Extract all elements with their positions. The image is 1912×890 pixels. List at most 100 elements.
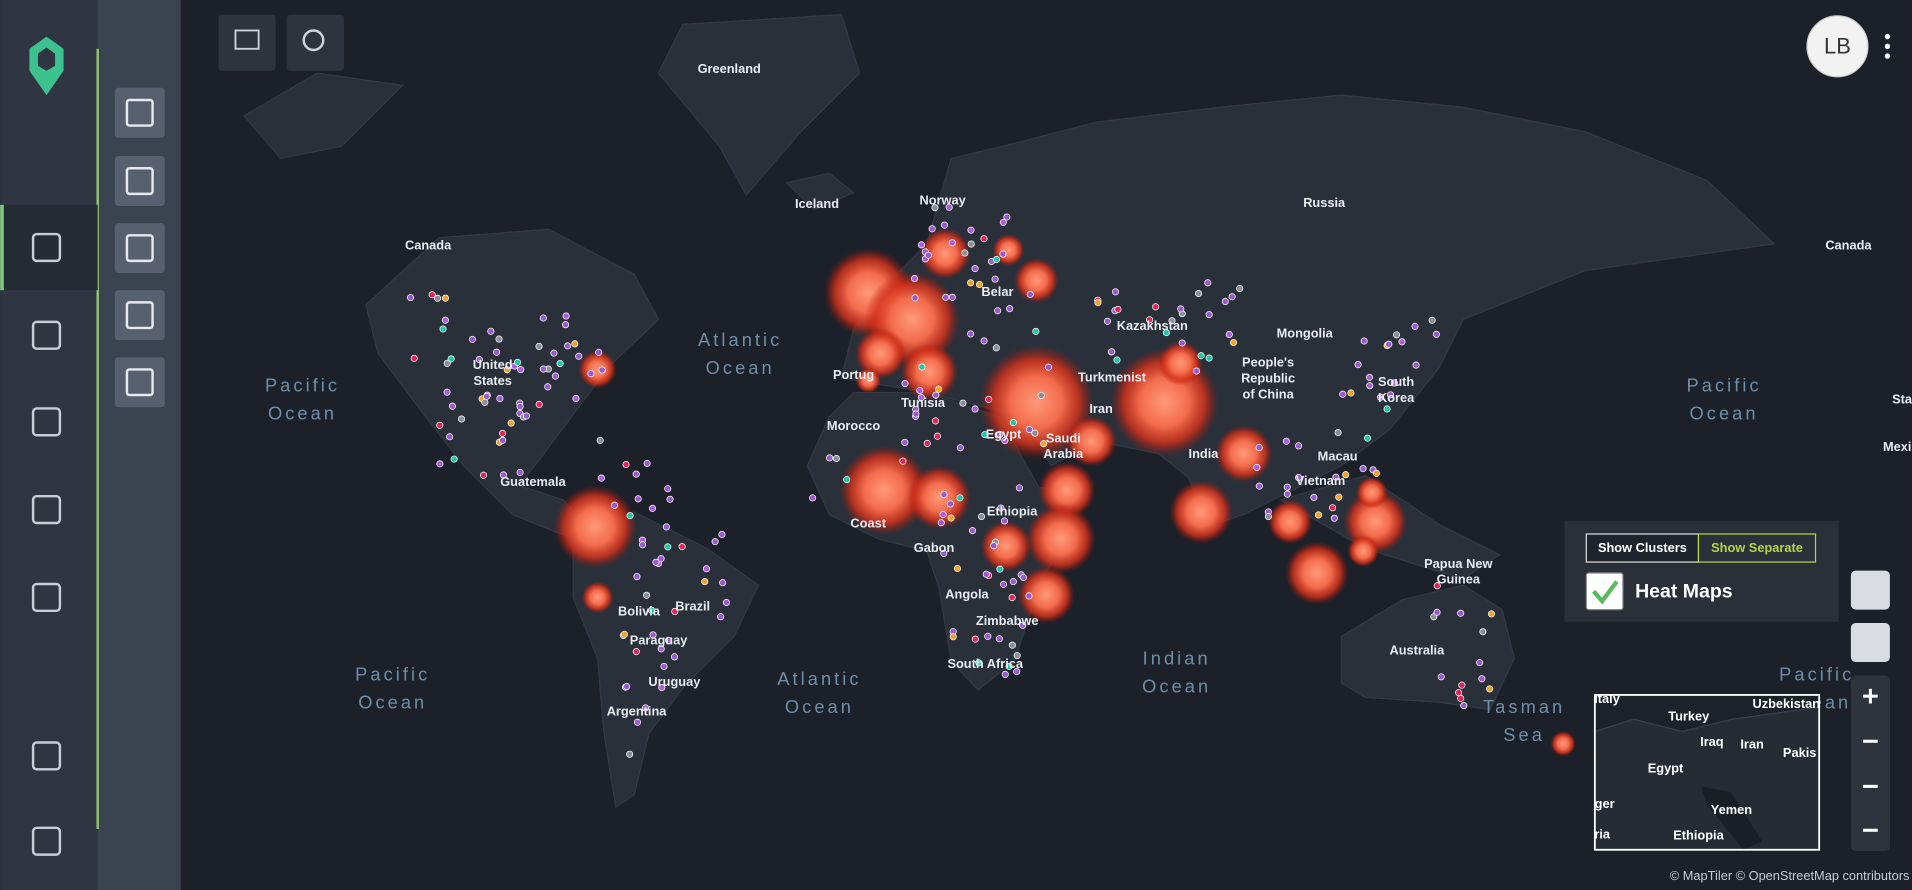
map-pin[interactable] <box>1354 361 1362 369</box>
map-pin[interactable] <box>956 444 964 452</box>
map-pin[interactable] <box>1283 490 1291 498</box>
map-pin[interactable] <box>1040 440 1048 448</box>
map-pin[interactable] <box>468 335 476 343</box>
map-pin[interactable] <box>572 394 580 403</box>
map-pin[interactable] <box>1032 327 1040 335</box>
map-pin[interactable] <box>652 558 660 566</box>
map-pin[interactable] <box>493 348 501 356</box>
map-pin[interactable] <box>516 468 524 476</box>
map-pin[interactable] <box>503 366 511 374</box>
map-control-button[interactable] <box>1850 623 1890 663</box>
map-pin[interactable] <box>1457 694 1465 702</box>
map-pin[interactable] <box>912 410 920 418</box>
map-pin[interactable] <box>701 578 709 586</box>
map-pin[interactable] <box>843 476 851 484</box>
map-pin[interactable] <box>996 430 1004 439</box>
map-pin[interactable] <box>436 460 444 468</box>
map-pin[interactable] <box>999 250 1007 258</box>
map-pin[interactable] <box>516 403 524 411</box>
map-pin[interactable] <box>633 718 642 726</box>
map-pin[interactable] <box>1310 493 1318 501</box>
map-pin[interactable] <box>517 366 525 374</box>
map-pin[interactable] <box>1192 367 1200 375</box>
map-pin[interactable] <box>1001 436 1009 444</box>
map-pin[interactable] <box>1006 305 1014 313</box>
map-pin[interactable] <box>719 579 727 587</box>
map-pin[interactable] <box>1383 405 1391 413</box>
tool-button[interactable] <box>114 156 165 207</box>
map-pin[interactable] <box>550 349 558 357</box>
map-pin[interactable] <box>535 400 543 408</box>
map-pin[interactable] <box>499 436 507 444</box>
map-pin[interactable] <box>539 365 547 373</box>
map-pin[interactable] <box>539 314 547 322</box>
avatar[interactable] <box>1806 15 1869 78</box>
map-pin[interactable] <box>1005 662 1013 670</box>
map-pin[interactable] <box>448 402 456 410</box>
map-pin[interactable] <box>443 388 451 396</box>
map-pin[interactable] <box>1347 389 1355 397</box>
map-pin[interactable] <box>1330 514 1338 522</box>
map-pin[interactable] <box>948 239 956 247</box>
map-pin[interactable] <box>410 354 418 362</box>
map-pin[interactable] <box>940 491 948 499</box>
map-pin[interactable] <box>441 294 449 302</box>
map-pin[interactable] <box>967 240 975 248</box>
map-pin[interactable] <box>633 573 641 581</box>
map-pin[interactable] <box>1433 608 1441 616</box>
map-pin[interactable] <box>1009 578 1017 586</box>
map-pin[interactable] <box>575 352 583 360</box>
map-pin[interactable] <box>1019 573 1027 582</box>
map-pin[interactable] <box>959 399 967 407</box>
map-pin[interactable] <box>1008 594 1016 602</box>
map-pin[interactable] <box>971 405 979 413</box>
map-pin[interactable] <box>1479 628 1487 636</box>
map-pin[interactable] <box>1103 317 1111 325</box>
map-pin[interactable] <box>948 293 956 301</box>
map-pin[interactable] <box>1360 337 1368 345</box>
map-pin[interactable] <box>1428 316 1436 324</box>
map-pin[interactable] <box>657 645 665 653</box>
map-pin[interactable] <box>439 325 447 333</box>
map-pin[interactable] <box>571 340 579 348</box>
map-pin[interactable] <box>1458 681 1466 689</box>
map-pin[interactable] <box>1433 582 1441 590</box>
map-pin[interactable] <box>953 564 961 573</box>
map-pin[interactable] <box>647 606 656 614</box>
map-pin[interactable] <box>1113 356 1121 364</box>
map-pin[interactable] <box>809 494 817 502</box>
map-pin[interactable] <box>1015 484 1023 492</box>
map-pin[interactable] <box>551 372 559 380</box>
nav-icon[interactable] <box>31 741 62 771</box>
map-pin[interactable] <box>949 633 957 641</box>
map-pin[interactable] <box>918 363 926 371</box>
filter-panel-button[interactable] <box>218 14 276 71</box>
map-pin[interactable] <box>1197 352 1205 360</box>
show-separate-button[interactable] <box>1697 533 1817 563</box>
map-pin[interactable] <box>1168 317 1176 325</box>
map-pin[interactable] <box>597 474 605 482</box>
map-pin[interactable] <box>639 541 647 549</box>
map-pin[interactable] <box>514 358 522 366</box>
map-pin[interactable] <box>967 279 975 287</box>
map-pin[interactable] <box>641 704 650 712</box>
map-pin[interactable] <box>664 543 672 551</box>
map-pin[interactable] <box>980 337 988 345</box>
map-pin[interactable] <box>1228 293 1236 301</box>
map-pin[interactable] <box>1412 361 1420 369</box>
tool-button[interactable] <box>114 87 165 138</box>
map-pin[interactable] <box>917 393 925 402</box>
map-pin[interactable] <box>1178 339 1186 347</box>
map-pin[interactable] <box>1225 330 1233 338</box>
map-pin[interactable] <box>496 395 504 403</box>
map-pin[interactable] <box>702 565 711 573</box>
map-pin[interactable] <box>967 226 975 234</box>
map-pin[interactable] <box>924 251 932 259</box>
map-pin[interactable] <box>946 500 954 508</box>
map-pin[interactable] <box>1329 504 1337 512</box>
map-pin[interactable] <box>901 380 909 388</box>
map-pin[interactable] <box>664 636 673 644</box>
map-pin[interactable] <box>956 494 964 502</box>
map-pin[interactable] <box>711 538 719 546</box>
map-pin[interactable] <box>901 438 909 446</box>
